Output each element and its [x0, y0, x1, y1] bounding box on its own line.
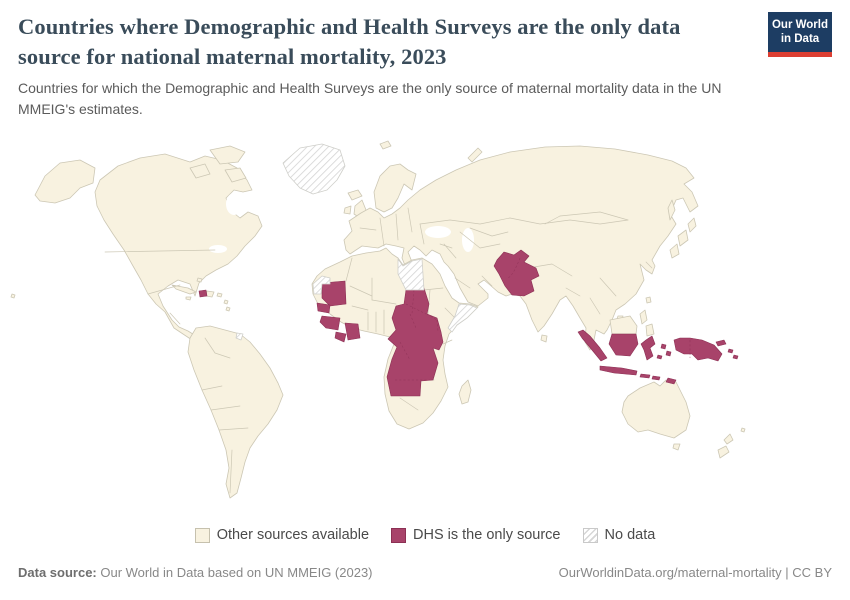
region-south-america[interactable]	[187, 325, 284, 499]
highlight-new-guinea[interactable]	[673, 337, 723, 362]
page-title: Countries where Demographic and Health S…	[18, 14, 681, 69]
highlight-central-africa-block[interactable]	[386, 287, 444, 397]
highlight-png-islands-solomons[interactable]	[715, 339, 739, 360]
highlight-mauritania[interactable]	[321, 280, 347, 307]
legend-swatch-dhs	[391, 527, 407, 543]
owid-logo-line1: Our World	[771, 19, 828, 31]
layer-dhs-only[interactable]	[198, 249, 739, 397]
highlight-liberia[interactable]	[334, 331, 347, 343]
chart-header: Countries where Demographic and Health S…	[18, 12, 832, 119]
region-alaska[interactable]	[34, 159, 96, 204]
highlight-senegal[interactable]	[316, 302, 331, 314]
legend-item-dhs-only[interactable]: DHS is the only source	[391, 527, 561, 543]
region-north-america[interactable]	[94, 153, 263, 341]
legend-label-dhs: DHS is the only source	[413, 527, 561, 543]
region-iceland[interactable]	[347, 189, 363, 201]
highlight-haiti[interactable]	[198, 289, 208, 298]
footer-link[interactable]: OurWorldinData.org/maternal-mortality | …	[559, 565, 832, 580]
region-eurasia[interactable]	[343, 145, 699, 351]
data-source-label: Data source:	[18, 565, 97, 580]
chart-subtitle: Countries for which the Demographic and …	[18, 80, 722, 117]
region-new-zealand-pacific[interactable]	[10, 293, 746, 459]
highlight-indonesia-sulawesi[interactable]	[640, 335, 656, 361]
highlight-afghanistan-pakistan[interactable]	[493, 249, 540, 297]
region-arctic-russia-islands[interactable]	[379, 140, 483, 163]
legend-swatch-other	[194, 527, 210, 543]
highlight-lesser-sunda-timor[interactable]	[639, 373, 677, 385]
chart-footer: Data source: Our World in Data based on …	[18, 565, 832, 580]
nodata-somalia[interactable]	[447, 303, 478, 333]
region-malaysia-borneo[interactable]	[609, 315, 638, 335]
highlight-guinea[interactable]	[319, 315, 341, 331]
highlight-indonesia-kalimantan[interactable]	[608, 333, 639, 357]
layer-seas	[209, 193, 474, 253]
world-map[interactable]	[0, 128, 850, 518]
data-source-text: Our World in Data based on UN MMEIG (202…	[96, 565, 373, 580]
legend-label-no-data: No data	[604, 527, 656, 543]
region-scandinavia[interactable]	[373, 163, 417, 213]
legend-label-other: Other sources available	[216, 527, 370, 543]
highlight-indonesia-sumatra[interactable]	[577, 329, 608, 362]
nodata-western-sahara[interactable]	[312, 275, 331, 295]
legend-item-no-data[interactable]: No data	[582, 527, 656, 543]
layer-no-data[interactable]	[235, 143, 478, 341]
region-caribbean[interactable]	[171, 277, 231, 312]
layer-base-land[interactable]	[10, 140, 746, 499]
nodata-libya[interactable]	[397, 258, 425, 291]
owid-url-link[interactable]: OurWorldinData.org/maternal-mortality | …	[558, 565, 832, 580]
map-legend: Other sources available DHS is the only …	[0, 527, 850, 543]
nodata-french-guiana[interactable]	[235, 332, 244, 341]
nodata-greenland[interactable]	[282, 143, 346, 195]
region-madagascar[interactable]	[458, 379, 472, 405]
legend-item-other-sources[interactable]: Other sources available	[194, 527, 370, 543]
region-japan[interactable]	[667, 199, 697, 259]
owid-logo[interactable]: Our World in Data	[768, 12, 832, 57]
data-source-note: Data source: Our World in Data based on …	[18, 565, 373, 580]
dhs-internal-borders	[395, 257, 691, 381]
highlight-cote-divoire[interactable]	[344, 322, 361, 341]
highlight-indonesia-java[interactable]	[599, 365, 638, 376]
owid-logo-line2: in Data	[780, 33, 820, 46]
highlight-indonesia-maluku[interactable]	[656, 343, 672, 360]
legend-swatch-no-data	[582, 527, 598, 543]
region-arctic-islands[interactable]	[189, 145, 247, 183]
region-australia[interactable]	[621, 379, 691, 451]
